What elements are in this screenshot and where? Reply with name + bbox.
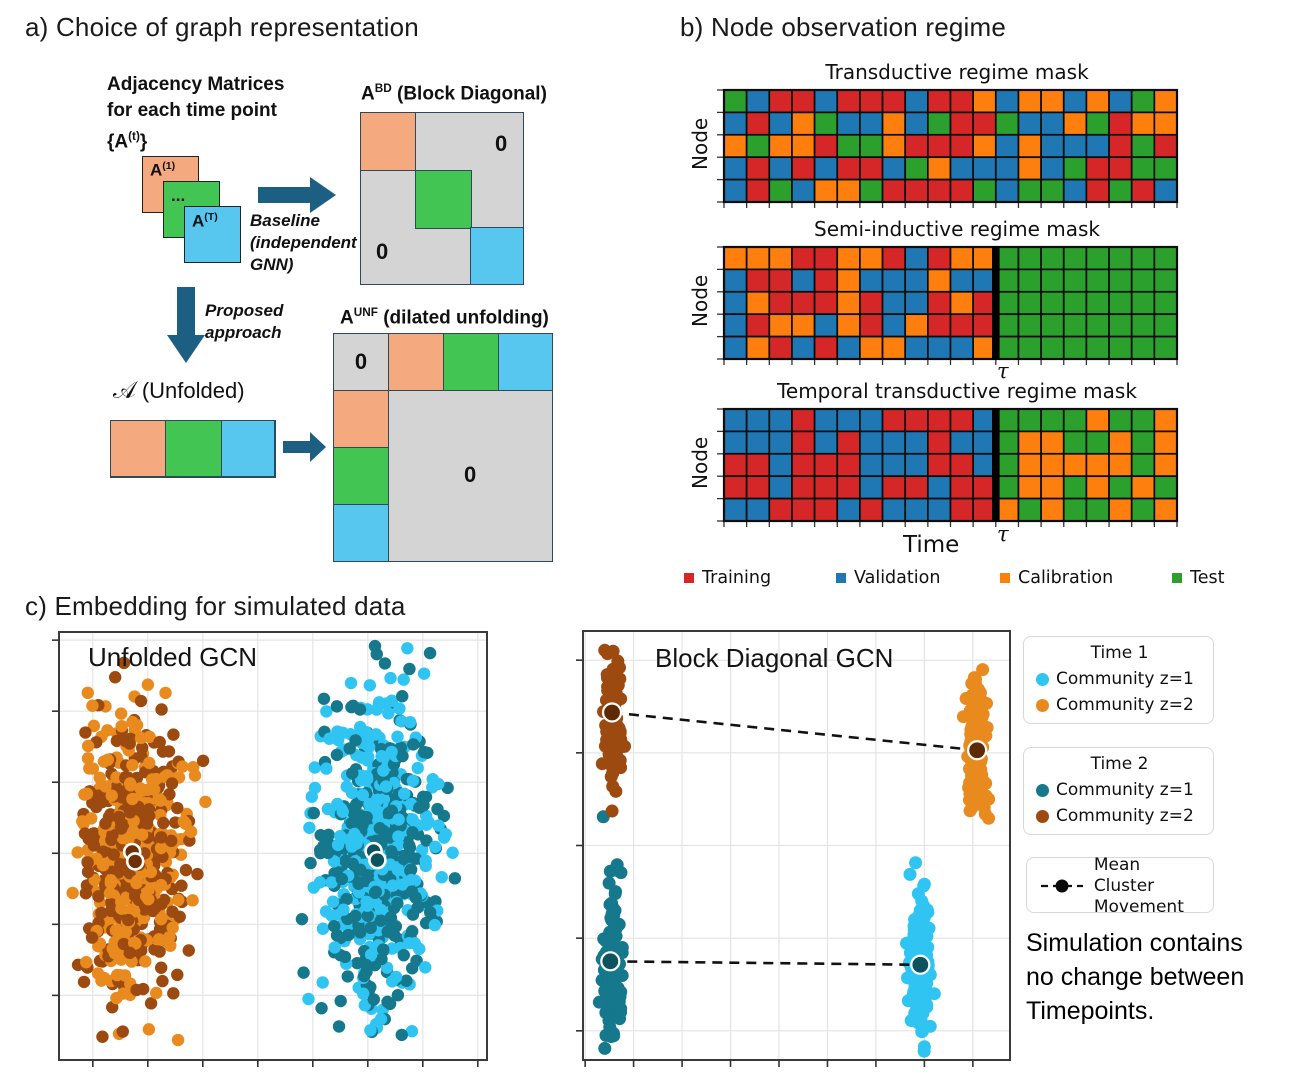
legend-box-time2: Time 2 Community z=1 Community z=2 [1023,747,1214,835]
unfolded-label: 𝒜 (Unfolded) [113,376,245,404]
adjacency-square-tT-label: A(T) [192,211,218,231]
mask-grid-semi-inductive [717,245,1179,365]
mask-title-semi-inductive: Semi-inductive regime mask [814,217,1100,241]
aunf-title: AUNF (dilated unfolding) [340,306,549,329]
adjacency-caption-line2: for each time point [107,100,277,121]
legend-row-t1-z2: Community z=2 [1036,692,1203,718]
abd-zero-upper: 0 [495,131,508,156]
aunf-zero-cell: 0 [333,333,389,391]
legend-row-t2-z2: Community z=2 [1036,803,1203,829]
node-axis-label-2: Node [688,274,712,328]
adjacency-caption-line3: {A(t)} [107,130,148,153]
panel-a-title: a) Choice of graph representation [25,12,419,42]
unfolded-cell-t3 [221,420,275,477]
adjacency-caption-line1: Adjacency Matrices [107,74,285,95]
aunf-top-t1 [388,333,444,391]
mean-movement-icon [1041,879,1083,893]
training-swatch [684,573,694,583]
adjacency-square-t1-label: A(1) [150,160,176,180]
aunf-top-t2 [443,333,499,391]
abd-block-t1 [360,112,416,171]
abd-zero-lower: 0 [376,239,389,264]
t2-z2-dot [1036,809,1049,823]
abd-matrix: 0 0 [360,112,524,285]
legend-row-t1-z1: Community z=1 [1036,666,1203,692]
t1-z1-label: Community z=1 [1056,669,1194,689]
adjacency-caption: Adjacency Matrices for each time point {… [107,72,284,155]
block-diagonal-plot-title: Block Diagonal GCN [655,643,894,673]
legend-time1-header: Time 1 [1090,643,1149,663]
unfolded-plot-title: Unfolded GCN [88,642,258,672]
aunf-left-t2 [333,447,389,505]
legend-item-test: Test [1172,568,1224,588]
test-swatch [1172,573,1182,583]
legend-item-training: Training [684,568,771,588]
validation-label: Validation [854,568,941,588]
aunf-zero-big: 0 [464,462,477,487]
aunf-matrix: 0 0 [333,333,553,562]
legend-item-calibration: Calibration [1000,568,1113,588]
legend-item-validation: Validation [836,568,940,588]
node-axis-label-3: Node [688,436,712,490]
mean-movement-label: Mean Cluster Movement [1093,854,1184,917]
mask-title-transductive: Transductive regime mask [825,60,1089,84]
legend-box-time1: Time 1 Community z=1 Community z=2 [1023,636,1214,724]
legend-time2-header: Time 2 [1090,754,1149,774]
training-label: Training [702,568,772,588]
mask-grid-transductive [717,88,1179,208]
aunf-top-t3 [498,333,553,391]
abd-block-t3 [470,227,524,285]
abd-block-t2 [415,170,472,229]
test-label: Test [1190,568,1225,588]
abd-title: ABD (Block Diagonal) [361,82,547,105]
validation-swatch [836,573,846,583]
scatter-plot-block-diagonal [576,630,1011,1067]
proposed-caption: Proposed approach [205,301,284,342]
mask-title-temporal: Temporal transductive regime mask [777,379,1137,403]
scatter-plot-unfolded [52,631,488,1067]
calibration-swatch [1000,573,1010,583]
mask-grid-temporal [717,407,1179,527]
unfolded-cell-t1 [110,420,166,477]
t2-z2-label: Community z=2 [1056,806,1194,826]
simulation-annotation: Simulation contains no change between Ti… [1026,929,1245,1025]
time-axis-label: Time [903,532,960,558]
aunf-left-t1 [333,390,389,448]
t1-z2-dot [1036,698,1049,712]
panel-b-title: b) Node observation regime [680,12,1007,42]
panel-c-title: c) Embedding for simulated data [25,591,406,621]
t2-z1-label: Community z=1 [1056,780,1194,800]
calibration-label: Calibration [1018,568,1114,588]
tau-label-temporal: τ [997,522,1009,546]
aunf-left-t3 [333,504,389,562]
t2-z1-dot [1036,783,1049,797]
unfolded-cell-t2 [165,420,222,477]
unfolded-strip [110,420,276,478]
proposed-arrow-icon [167,287,205,363]
legend-row-t2-z1: Community z=1 [1036,777,1203,803]
adjacency-square-tT [184,206,241,263]
legend-box-movement: Mean Cluster Movement [1026,855,1214,917]
baseline-arrow-icon [258,177,336,213]
tau-label-semi-inductive: τ [997,359,1009,383]
t1-z1-dot [1036,672,1049,686]
node-axis-label-1: Node [688,117,712,171]
adjacency-square-dots-label: ... [171,186,186,205]
baseline-caption: Baseline (independent GNN) [250,211,357,274]
t1-z2-label: Community z=2 [1056,695,1194,715]
unfold-arrow-icon [283,432,326,462]
